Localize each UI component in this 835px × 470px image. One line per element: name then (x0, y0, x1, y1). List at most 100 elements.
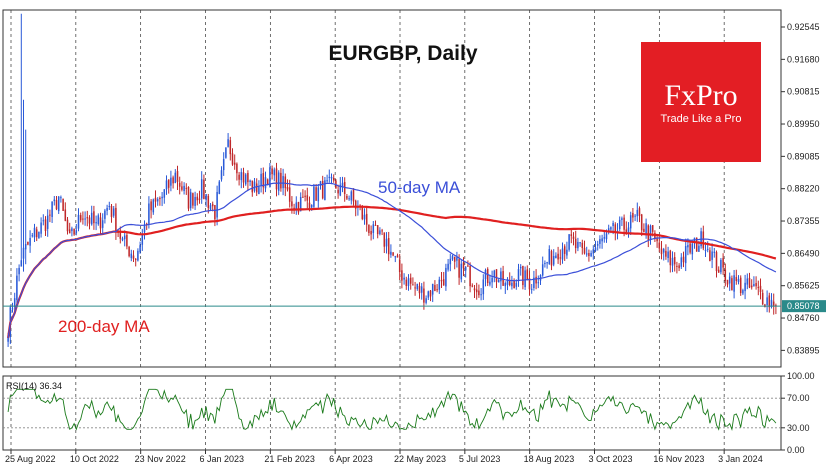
y-axis-ticks: 0.92545 0.91680 0.90815 0.89950 0.89085 0.882… (781, 22, 820, 455)
candle-body (141, 233, 144, 245)
candle-body (183, 185, 185, 191)
candle-body (262, 173, 265, 188)
candle-body (750, 285, 753, 288)
rsi-tick-label: 100.00 (787, 371, 815, 381)
candle-body (715, 252, 718, 271)
candle-body (429, 290, 432, 297)
candle-body (737, 278, 740, 282)
candle-body (585, 253, 588, 255)
fxpro-logo: FxPro Trade Like a Pro (641, 42, 761, 162)
candle-body (640, 214, 643, 231)
candle-body (658, 242, 661, 249)
candle-body (555, 255, 557, 259)
candle-body (161, 196, 163, 199)
candle-body (66, 219, 69, 232)
candle-body (559, 257, 562, 259)
candle-body (240, 172, 243, 181)
candle-body (264, 177, 267, 189)
x-tick-label: 23 Nov 2022 (135, 454, 186, 464)
candle-body (423, 288, 425, 303)
candle-body (222, 159, 225, 171)
candle-body (682, 256, 685, 263)
candle-body (414, 287, 416, 289)
candle-body (651, 225, 654, 232)
chart-title: EURGBP, Daily (329, 42, 478, 65)
candle-body (671, 257, 674, 266)
candle-body (467, 265, 469, 267)
candle-body (493, 270, 496, 277)
candle-body (665, 250, 667, 257)
candle-body (709, 250, 711, 261)
candle-body (577, 241, 579, 249)
candle-body (632, 213, 634, 218)
candle-body (482, 279, 485, 295)
candle-body (24, 244, 27, 250)
x-tick-label: 22 May 2023 (394, 454, 446, 464)
candle-body (75, 230, 78, 234)
candle-body (689, 243, 691, 253)
candle-body (297, 201, 300, 213)
candle-body (735, 277, 738, 282)
candle-body (317, 187, 320, 202)
candle-body (557, 253, 559, 260)
candle-body (218, 181, 221, 194)
candle-body (528, 278, 531, 290)
candle-body (372, 224, 375, 233)
candle-body (159, 197, 161, 200)
candle-body (436, 289, 438, 291)
candle-body (390, 251, 392, 255)
candle-body (533, 277, 535, 289)
candle-body (365, 213, 368, 225)
candle-body (306, 195, 309, 201)
candle-body (592, 249, 595, 254)
candle-body (132, 255, 135, 259)
candle-body (93, 211, 95, 224)
candle-body (249, 180, 251, 182)
y-tick-label: 0.89085 (787, 151, 820, 161)
candle-body (535, 276, 537, 284)
candle-body (350, 191, 353, 201)
candle-body (596, 244, 599, 246)
candle-body (425, 298, 427, 303)
candle-body (607, 228, 610, 232)
candle-body (374, 224, 377, 226)
candle-body (7, 338, 9, 342)
candle-body (561, 248, 564, 260)
candle-body (566, 249, 568, 256)
candle-body (513, 280, 515, 289)
candle-body (126, 234, 128, 247)
current-price-tag: 0.85078 (782, 300, 826, 313)
candle-body (295, 202, 298, 210)
candle-body (379, 230, 381, 235)
candle-body (341, 182, 344, 187)
candle-body (29, 237, 31, 246)
x-tick-label: 18 Aug 2023 (524, 454, 575, 464)
candle-body (214, 205, 216, 220)
y-tick-label: 0.90815 (787, 87, 820, 97)
candle-body (139, 245, 141, 253)
candle-body (636, 209, 639, 217)
candle-body (601, 238, 603, 242)
candle-body (194, 196, 196, 206)
x-tick-label: 3 Oct 2023 (589, 454, 633, 464)
candle-body (625, 229, 628, 235)
x-tick-label: 5 Jul 2023 (459, 454, 501, 464)
candle-body (192, 193, 194, 206)
candle-body (33, 227, 36, 238)
candle-body (544, 263, 546, 265)
candle-body (310, 204, 313, 208)
candle-body (49, 214, 51, 216)
candle-body (550, 251, 553, 266)
candle-body (678, 265, 680, 269)
candle-body (724, 269, 727, 281)
candle-body (172, 177, 174, 184)
candle-body (491, 277, 493, 283)
candle-body (445, 267, 447, 287)
candle-body (768, 295, 771, 308)
candle-body (669, 250, 672, 266)
candle-body (755, 283, 757, 287)
candle-body (152, 199, 155, 213)
candle-body (744, 282, 746, 292)
candle-body (409, 277, 412, 284)
candle-body (434, 285, 436, 291)
